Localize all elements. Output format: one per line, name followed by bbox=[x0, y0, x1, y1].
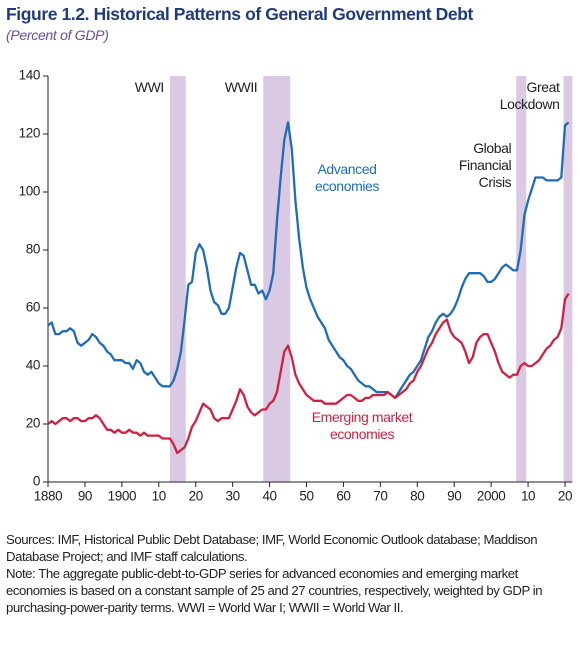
x-tick-label: 80 bbox=[410, 489, 424, 504]
y-tick-label: 140 bbox=[19, 68, 40, 83]
shaded-period bbox=[516, 76, 527, 482]
y-tick-label: 40 bbox=[26, 358, 40, 373]
x-tick-label: 40 bbox=[262, 489, 276, 504]
x-tick-label: 1900 bbox=[108, 489, 136, 504]
y-tick-label: 0 bbox=[33, 474, 40, 489]
x-tick-label: 90 bbox=[78, 489, 92, 504]
y-tick-label: 100 bbox=[19, 184, 40, 199]
series-label: Advanced economies bbox=[314, 161, 380, 194]
x-tick-label: 10 bbox=[152, 489, 166, 504]
period-label: WWI bbox=[134, 79, 165, 95]
series-label: Emerging market economies bbox=[311, 409, 413, 442]
chart-title: Figure 1.2. Historical Patterns of Gener… bbox=[6, 4, 473, 24]
shaded-period bbox=[563, 76, 573, 482]
x-tick-label: 20 bbox=[189, 489, 203, 504]
y-tick-label: 120 bbox=[19, 126, 40, 141]
x-tick-label: 2000 bbox=[477, 489, 505, 504]
period-label: Great Lockdown bbox=[499, 79, 560, 112]
shaded-period bbox=[169, 76, 186, 482]
period-label: WWII bbox=[224, 79, 258, 95]
chart: 0 20 40 60 80 100 120 140 1880 90 1900 10 20 30 40 50 60… bbox=[19, 68, 573, 504]
notes: Sources: IMF, Historical Public Debt Dat… bbox=[6, 531, 578, 616]
note: Sources: IMF, Historical Public Debt Dat… bbox=[6, 532, 538, 564]
y-tick-label: 20 bbox=[26, 416, 40, 431]
chart-subtitle: (Percent of GDP) bbox=[6, 27, 109, 43]
series-line bbox=[47, 292, 570, 455]
x-tick-label: 70 bbox=[373, 489, 387, 504]
y-tick-label: 60 bbox=[26, 300, 40, 315]
x-tick-label: 30 bbox=[226, 489, 240, 504]
x-tick-label: 50 bbox=[299, 489, 313, 504]
x-tick-label: 10 bbox=[521, 489, 535, 504]
note: Note: The aggregate public-debt-to-GDP s… bbox=[6, 566, 543, 615]
x-tick-label: 20 bbox=[558, 489, 572, 504]
y-tick-label: 80 bbox=[26, 242, 40, 257]
shaded-period bbox=[263, 76, 291, 482]
x-tick-label: 60 bbox=[336, 489, 350, 504]
series-line bbox=[47, 121, 570, 400]
x-tick-label: 90 bbox=[447, 489, 461, 504]
period-label: Global Financial Crisis bbox=[458, 140, 512, 190]
x-tick-label: 1880 bbox=[34, 489, 62, 504]
